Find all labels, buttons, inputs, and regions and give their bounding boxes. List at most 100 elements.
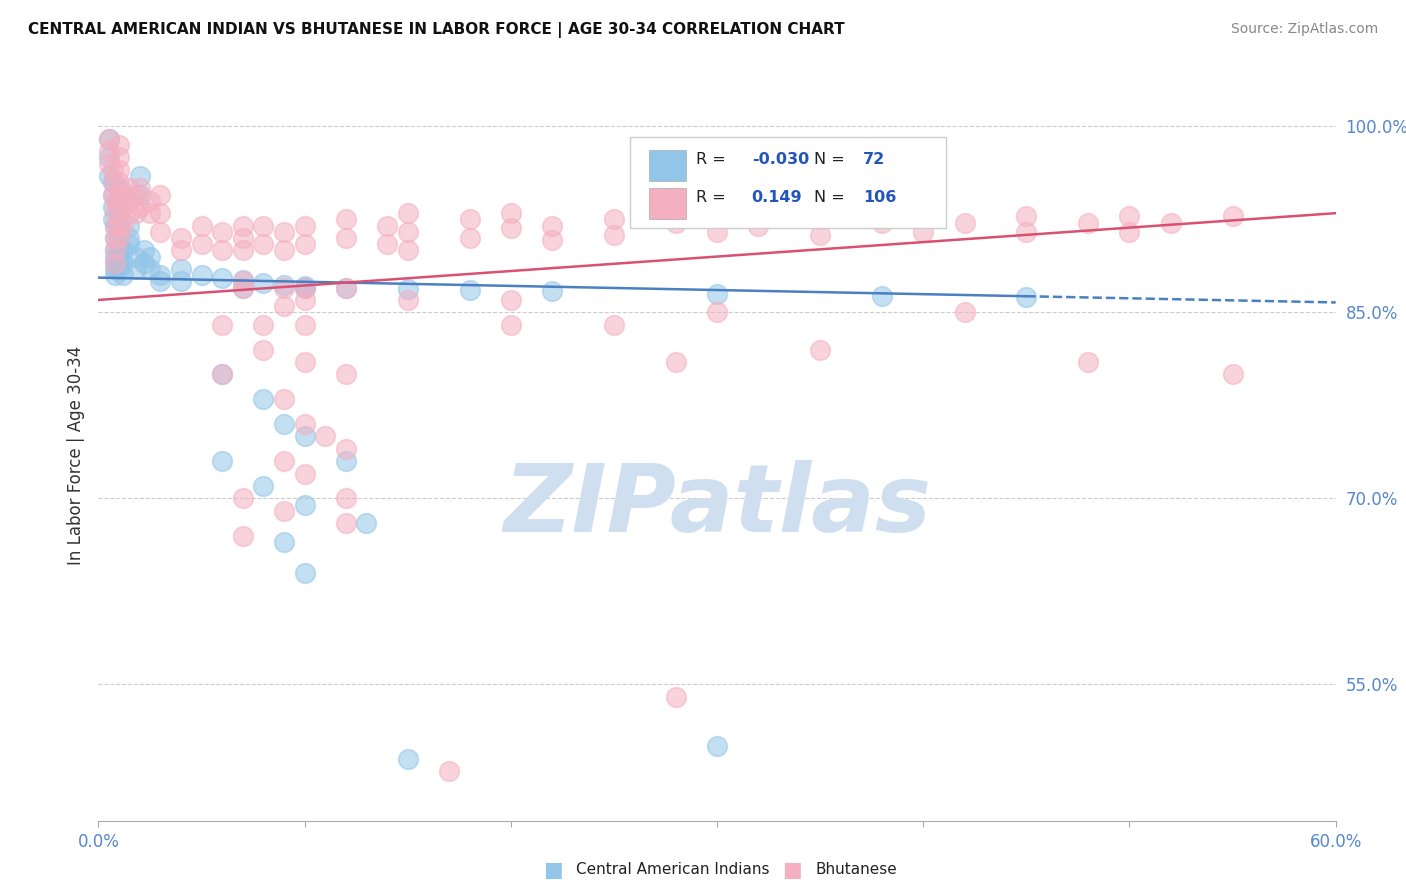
Point xyxy=(232,273,254,287)
Point xyxy=(273,417,295,431)
Point xyxy=(335,454,357,468)
Point xyxy=(396,282,419,296)
Point xyxy=(396,206,419,220)
Point xyxy=(294,467,316,481)
Point xyxy=(101,162,124,177)
Text: R =: R = xyxy=(696,190,731,205)
Point xyxy=(124,187,146,202)
Point xyxy=(252,479,274,493)
Point xyxy=(603,212,626,227)
Point xyxy=(912,225,935,239)
Point xyxy=(97,132,120,146)
Point xyxy=(112,200,135,214)
Point xyxy=(1222,209,1244,223)
Point xyxy=(211,368,233,382)
Point xyxy=(808,212,831,227)
Point xyxy=(104,194,127,208)
Point xyxy=(706,286,728,301)
Point xyxy=(149,187,172,202)
Point xyxy=(335,516,357,530)
Point xyxy=(139,250,162,264)
Point xyxy=(541,285,564,299)
Point xyxy=(108,187,131,202)
Point xyxy=(104,244,127,258)
Point xyxy=(1015,225,1038,239)
Point xyxy=(104,231,127,245)
Point xyxy=(335,491,357,506)
Point xyxy=(294,219,316,233)
Point xyxy=(252,318,274,332)
Point xyxy=(108,194,131,208)
Point xyxy=(706,225,728,239)
Point xyxy=(124,206,146,220)
Point xyxy=(314,429,336,443)
Point xyxy=(458,283,481,297)
Point xyxy=(128,181,150,195)
Point xyxy=(273,244,295,258)
Point xyxy=(104,256,127,270)
Text: 72: 72 xyxy=(863,153,886,168)
Point xyxy=(356,516,378,530)
Point xyxy=(108,150,131,164)
Point xyxy=(118,219,141,233)
Point xyxy=(104,268,127,282)
Point xyxy=(104,219,127,233)
Point xyxy=(706,209,728,223)
Point xyxy=(108,175,131,189)
Point xyxy=(294,566,316,580)
Point xyxy=(101,200,124,214)
Point xyxy=(273,299,295,313)
Point xyxy=(104,262,127,277)
Point xyxy=(396,244,419,258)
Point xyxy=(232,491,254,506)
Point xyxy=(132,244,155,258)
Point xyxy=(112,187,135,202)
Point xyxy=(870,216,893,230)
Point xyxy=(1118,225,1140,239)
Point xyxy=(294,318,316,332)
Point xyxy=(335,368,357,382)
Point xyxy=(665,690,688,704)
FancyBboxPatch shape xyxy=(650,188,686,219)
Point xyxy=(97,169,120,183)
Point xyxy=(97,132,120,146)
Point xyxy=(190,219,212,233)
Y-axis label: In Labor Force | Age 30-34: In Labor Force | Age 30-34 xyxy=(66,345,84,565)
Point xyxy=(104,206,127,220)
Point xyxy=(335,280,357,294)
Point xyxy=(375,237,398,252)
Point xyxy=(108,181,131,195)
Point xyxy=(211,225,233,239)
Point xyxy=(1077,216,1099,230)
Point xyxy=(118,206,141,220)
Point xyxy=(108,219,131,233)
Point xyxy=(1222,368,1244,382)
FancyBboxPatch shape xyxy=(650,151,686,181)
Text: N =: N = xyxy=(814,190,849,205)
Point xyxy=(149,274,172,288)
Point xyxy=(335,442,357,456)
Point xyxy=(97,150,120,164)
Point xyxy=(101,187,124,202)
Point xyxy=(190,268,212,282)
Point xyxy=(211,454,233,468)
Point xyxy=(190,237,212,252)
Point xyxy=(118,181,141,195)
Point xyxy=(603,228,626,243)
Point xyxy=(101,187,124,202)
Text: CENTRAL AMERICAN INDIAN VS BHUTANESE IN LABOR FORCE | AGE 30-34 CORRELATION CHAR: CENTRAL AMERICAN INDIAN VS BHUTANESE IN … xyxy=(28,22,845,38)
Point xyxy=(706,739,728,754)
Text: R =: R = xyxy=(696,153,731,168)
FancyBboxPatch shape xyxy=(630,136,946,228)
Point xyxy=(211,244,233,258)
Point xyxy=(396,293,419,307)
Point xyxy=(108,231,131,245)
Point xyxy=(1077,355,1099,369)
Point xyxy=(132,256,155,270)
Point xyxy=(335,280,357,294)
Point xyxy=(108,219,131,233)
Point xyxy=(1118,209,1140,223)
Text: Bhutanese: Bhutanese xyxy=(815,863,897,877)
Point xyxy=(252,343,274,357)
Point xyxy=(97,144,120,158)
